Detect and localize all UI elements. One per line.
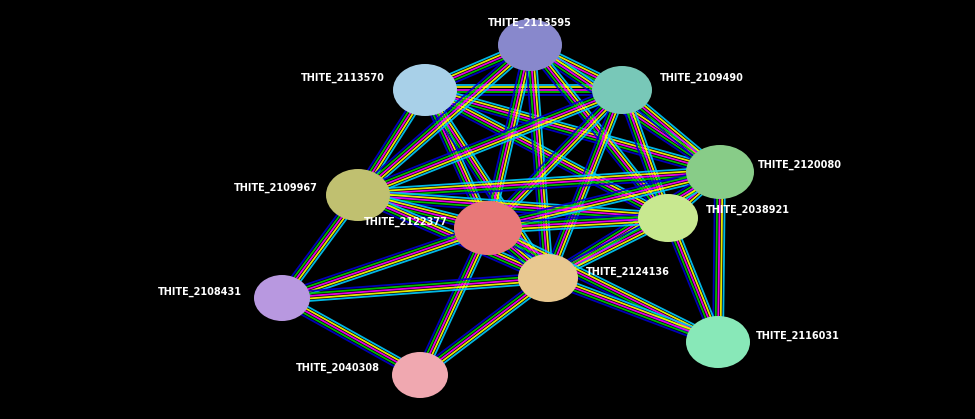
Ellipse shape [454,201,522,255]
Text: THITE_2116031: THITE_2116031 [756,331,839,341]
Ellipse shape [392,352,448,398]
Ellipse shape [686,316,750,368]
Text: THITE_2109967: THITE_2109967 [234,183,318,193]
Ellipse shape [498,19,562,71]
Text: THITE_2113570: THITE_2113570 [301,73,385,83]
Text: THITE_2040308: THITE_2040308 [296,363,380,373]
Text: THITE_2038921: THITE_2038921 [706,205,790,215]
Ellipse shape [518,254,578,302]
Ellipse shape [393,64,457,116]
Text: THITE_2113595: THITE_2113595 [488,18,572,28]
Ellipse shape [592,66,652,114]
Text: THITE_2122377: THITE_2122377 [364,217,448,227]
Text: THITE_2109490: THITE_2109490 [660,73,744,83]
Text: THITE_2124136: THITE_2124136 [586,267,670,277]
Text: THITE_2108431: THITE_2108431 [158,287,242,297]
Ellipse shape [254,275,310,321]
Ellipse shape [638,194,698,242]
Ellipse shape [326,169,390,221]
Text: THITE_2120080: THITE_2120080 [758,160,842,170]
Ellipse shape [686,145,754,199]
